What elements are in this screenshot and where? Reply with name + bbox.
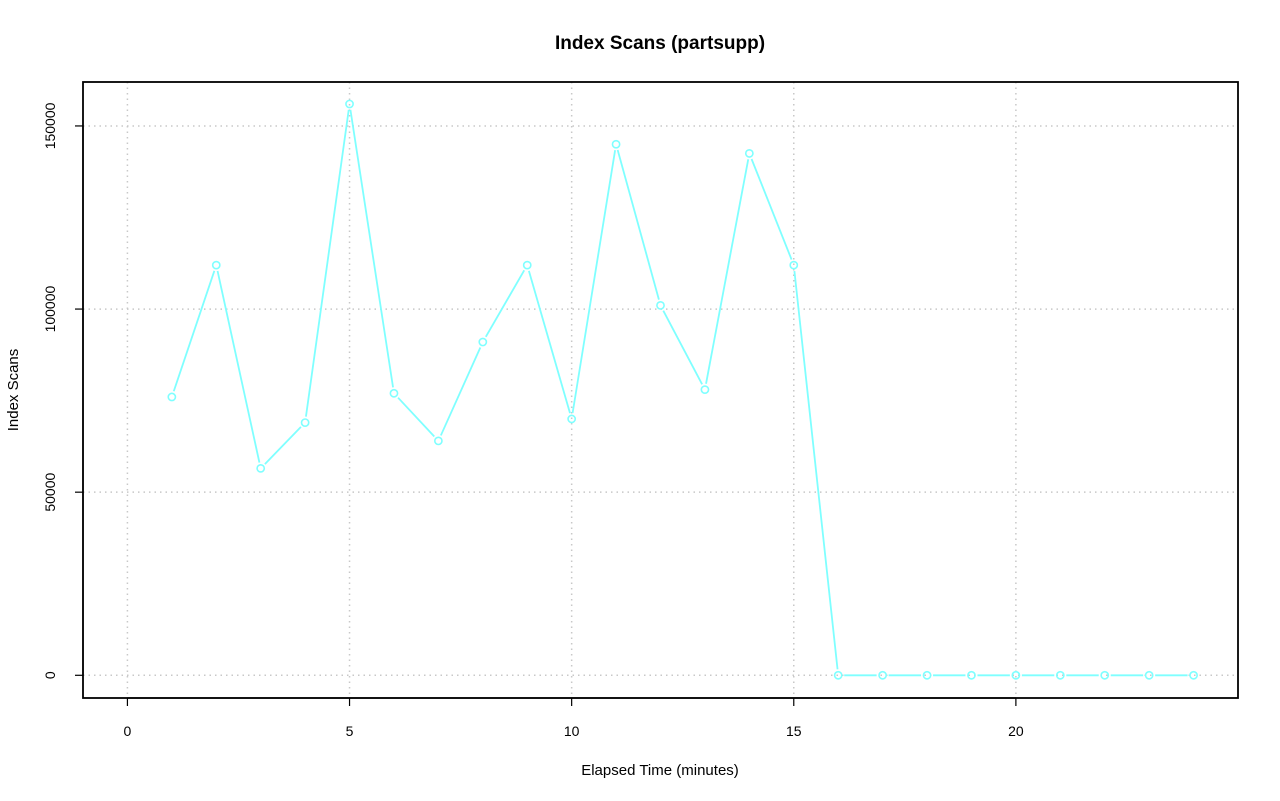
series-layer [167, 99, 1198, 680]
data-point [567, 414, 577, 424]
data-point [967, 670, 976, 680]
data-point [522, 260, 532, 270]
data-point [300, 418, 310, 427]
series-line-segment [662, 310, 703, 385]
data-point [1189, 670, 1198, 680]
series-line-segment [571, 150, 617, 414]
x-tick-label: 0 [124, 723, 132, 739]
data-point [833, 670, 843, 680]
y-axis-label: Index Scans [5, 349, 22, 432]
data-point [256, 463, 266, 473]
series-line-segment [705, 159, 750, 384]
series-line-segment [172, 270, 216, 392]
data-point [478, 337, 488, 347]
data-point [700, 385, 710, 395]
series-line-segment [397, 397, 435, 438]
series-line-segment [216, 270, 261, 463]
y-axis: 0 50000 100000 150000 [42, 102, 84, 679]
data-point [1100, 670, 1110, 680]
series-line-segment [750, 158, 793, 260]
data-point [433, 436, 443, 446]
data-point [167, 392, 177, 402]
series-line-segment [485, 269, 526, 338]
data-point [1144, 670, 1154, 680]
series-line-segment [440, 347, 482, 436]
series-line-segment [793, 270, 839, 670]
data-point [1011, 670, 1021, 680]
series-line-segment [305, 109, 350, 417]
plot-frame [82, 81, 1239, 699]
y-tick-label: 150000 [42, 102, 58, 149]
data-point [744, 149, 754, 158]
x-tick-label: 15 [786, 723, 802, 739]
data-point [789, 260, 799, 270]
data-point [211, 260, 221, 270]
data-point [345, 99, 354, 109]
series-line-segment [528, 270, 571, 414]
series-line-segment [264, 426, 302, 465]
chart-title: Index Scans (partsupp) [555, 33, 765, 54]
x-tick-label: 20 [1008, 723, 1024, 739]
data-point [922, 670, 932, 680]
y-tick-label: 50000 [42, 473, 58, 512]
x-tick-label: 5 [346, 723, 354, 739]
data-point [656, 301, 665, 310]
x-axis: 0 5 10 15 20 [124, 697, 1024, 739]
data-point [878, 670, 888, 680]
series-line-segment [616, 149, 660, 300]
grid-lines [83, 82, 1238, 698]
series-line-segment [349, 109, 394, 388]
y-tick-label: 100000 [42, 285, 58, 332]
data-point [389, 388, 399, 398]
data-point [1055, 670, 1065, 680]
x-axis-label: Elapsed Time (minutes) [581, 762, 739, 779]
y-tick-label: 0 [42, 671, 58, 679]
x-tick-label: 10 [564, 723, 580, 739]
data-point [611, 139, 621, 149]
